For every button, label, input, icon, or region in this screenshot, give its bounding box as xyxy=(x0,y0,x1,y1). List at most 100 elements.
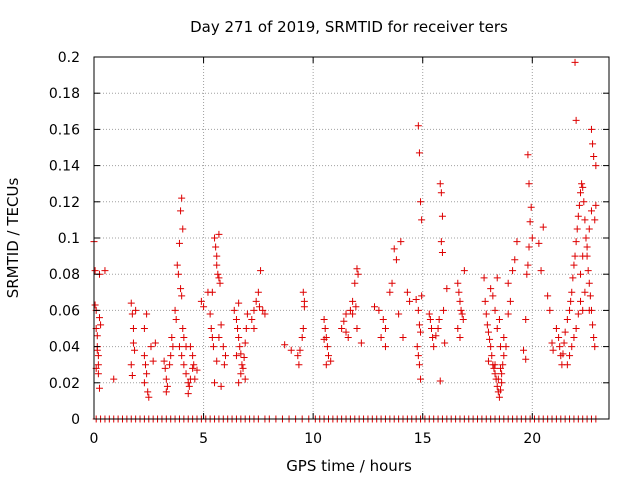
data-point xyxy=(212,243,220,251)
data-point xyxy=(215,230,223,238)
data-point xyxy=(97,321,105,329)
y-tick-label: 0.18 xyxy=(49,86,80,102)
data-point xyxy=(414,306,422,314)
data-point xyxy=(190,361,198,369)
data-point xyxy=(180,361,188,369)
data-point xyxy=(417,198,425,206)
data-point xyxy=(254,288,262,296)
data-point xyxy=(221,352,229,360)
data-point xyxy=(217,321,225,329)
data-point xyxy=(217,382,225,390)
data-point xyxy=(261,310,269,318)
data-point xyxy=(149,357,157,365)
y-tick-label: 0.16 xyxy=(49,122,80,138)
data-point xyxy=(493,274,501,282)
data-point xyxy=(211,234,219,242)
data-point xyxy=(589,140,597,148)
data-point xyxy=(186,343,194,351)
data-point xyxy=(415,149,423,157)
data-point xyxy=(436,377,444,385)
data-point xyxy=(456,334,464,342)
data-point xyxy=(454,325,462,332)
data-point xyxy=(415,321,423,329)
grid-layer xyxy=(94,57,609,419)
data-point xyxy=(577,189,585,197)
data-point xyxy=(487,285,495,293)
data-point xyxy=(488,352,496,360)
data-point xyxy=(498,370,506,378)
x-tick-labels: 0 5 10 15 20 xyxy=(90,431,542,447)
data-point xyxy=(568,343,576,351)
data-point xyxy=(390,245,398,253)
data-point xyxy=(241,375,249,383)
data-point xyxy=(236,343,244,351)
data-point xyxy=(555,334,563,342)
data-point xyxy=(559,350,567,358)
data-point xyxy=(175,343,183,351)
data-point xyxy=(342,328,350,336)
data-point xyxy=(524,261,532,269)
data-point xyxy=(570,334,578,342)
x-tick-label: 15 xyxy=(414,431,432,447)
data-point xyxy=(539,223,547,231)
y-axis-title: SRMTID / TECUs xyxy=(4,178,22,299)
data-point xyxy=(436,180,444,188)
data-point xyxy=(213,261,221,269)
y-tick-label: 0.02 xyxy=(49,376,80,392)
data-point xyxy=(577,270,585,278)
data-point xyxy=(582,234,590,242)
data-point xyxy=(590,334,598,342)
data-point xyxy=(191,375,199,383)
data-point xyxy=(178,352,186,360)
data-point xyxy=(180,334,188,342)
data-point xyxy=(526,218,534,226)
data-point xyxy=(338,325,346,332)
data-point xyxy=(574,310,582,318)
data-point xyxy=(587,125,595,133)
data-point xyxy=(537,267,545,275)
data-point xyxy=(482,310,490,318)
data-point xyxy=(151,339,159,347)
data-point xyxy=(524,151,532,159)
data-point xyxy=(572,238,580,246)
data-point xyxy=(527,203,535,211)
points-layer xyxy=(90,58,600,423)
data-point xyxy=(208,288,216,296)
x-tick-label: 10 xyxy=(304,431,322,447)
data-point xyxy=(169,343,177,351)
data-point xyxy=(455,288,463,296)
data-point xyxy=(129,339,137,347)
data-point xyxy=(128,310,136,318)
data-point xyxy=(544,292,552,300)
data-point xyxy=(91,301,99,309)
data-point xyxy=(287,346,295,354)
data-point xyxy=(569,274,577,282)
data-point xyxy=(511,256,519,264)
data-point xyxy=(323,343,331,351)
data-point xyxy=(349,297,357,305)
y-tick-labels: 0 0.02 0.04 0.06 0.08 0.1 0.12 0.14 0.16 0.18 0.2 xyxy=(49,50,80,428)
data-point xyxy=(502,343,510,351)
data-point xyxy=(213,357,221,365)
data-point xyxy=(498,379,506,387)
data-point xyxy=(320,315,328,323)
data-point xyxy=(371,303,379,311)
data-point xyxy=(552,325,560,332)
data-point xyxy=(504,279,512,287)
data-point xyxy=(93,332,101,340)
data-point xyxy=(381,343,389,351)
data-point xyxy=(142,361,149,369)
data-point xyxy=(160,357,168,365)
data-point xyxy=(403,288,411,296)
y-tick-label: 0.06 xyxy=(49,303,80,319)
data-point xyxy=(321,325,329,332)
data-point xyxy=(178,194,186,202)
data-point xyxy=(388,279,396,287)
data-point xyxy=(128,372,136,380)
data-point xyxy=(573,225,581,233)
data-point xyxy=(211,379,219,387)
data-point xyxy=(234,325,242,332)
data-point xyxy=(513,238,521,246)
data-point xyxy=(506,297,514,305)
data-point xyxy=(381,325,389,332)
